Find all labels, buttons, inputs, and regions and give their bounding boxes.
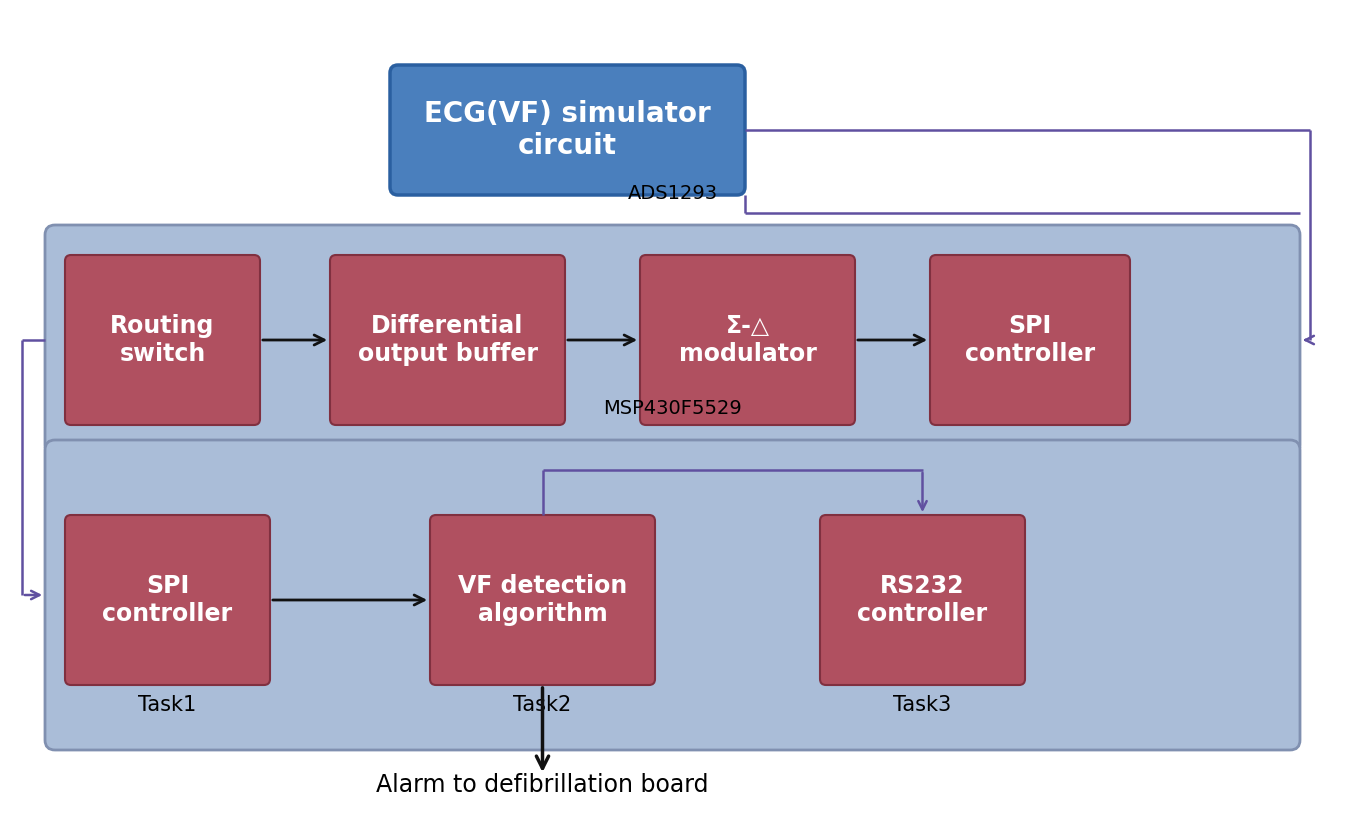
Text: MSP430F5529: MSP430F5529 xyxy=(603,399,743,418)
Text: Σ-△
modulator: Σ-△ modulator xyxy=(679,314,817,366)
FancyBboxPatch shape xyxy=(431,515,655,685)
Text: ECG(VF) simulator
circuit: ECG(VF) simulator circuit xyxy=(424,100,711,160)
FancyBboxPatch shape xyxy=(640,255,855,425)
Text: ADS1293: ADS1293 xyxy=(628,184,718,203)
Text: SPI
controller: SPI controller xyxy=(103,574,232,626)
Text: Task2: Task2 xyxy=(513,695,571,715)
FancyBboxPatch shape xyxy=(390,65,745,195)
Text: Task3: Task3 xyxy=(892,695,952,715)
Text: VF detection
algorithm: VF detection algorithm xyxy=(458,574,628,626)
FancyBboxPatch shape xyxy=(819,515,1025,685)
FancyBboxPatch shape xyxy=(329,255,566,425)
FancyBboxPatch shape xyxy=(45,225,1300,455)
FancyBboxPatch shape xyxy=(45,440,1300,750)
FancyBboxPatch shape xyxy=(65,515,270,685)
FancyBboxPatch shape xyxy=(930,255,1130,425)
Text: Alarm to defibrillation board: Alarm to defibrillation board xyxy=(375,773,709,797)
Text: SPI
controller: SPI controller xyxy=(965,314,1095,366)
Text: Task1: Task1 xyxy=(138,695,196,715)
FancyBboxPatch shape xyxy=(65,255,261,425)
Text: Differential
output buffer: Differential output buffer xyxy=(358,314,537,366)
Text: Routing
switch: Routing switch xyxy=(111,314,215,366)
Text: RS232
controller: RS232 controller xyxy=(857,574,988,626)
